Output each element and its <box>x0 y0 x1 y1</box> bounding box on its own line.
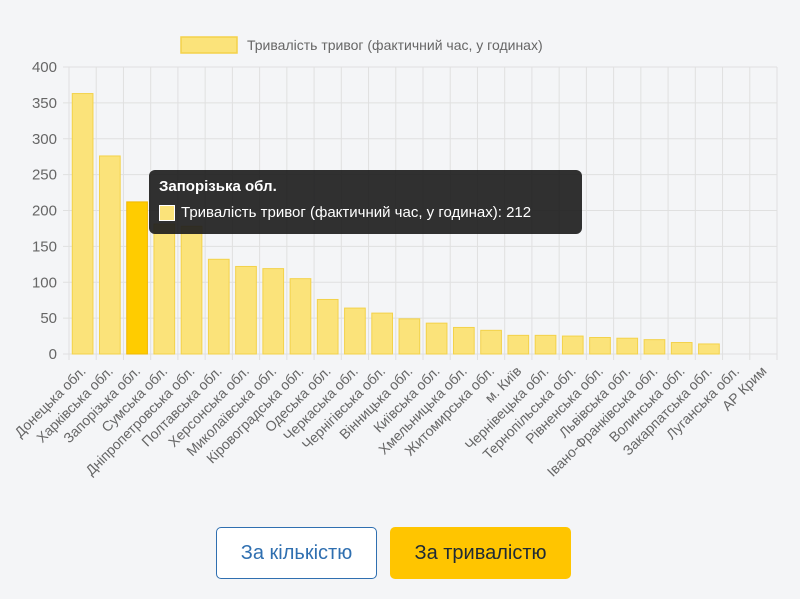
tooltip-swatch <box>159 205 175 221</box>
tooltip-title: Запорізька обл. <box>159 178 277 195</box>
y-tick-label: 300 <box>32 131 57 148</box>
bar[interactable] <box>452 326 475 355</box>
legend-label[interactable]: Тривалість тривог (фактичний час, у годи… <box>247 37 543 53</box>
y-tick-label: 200 <box>32 203 57 220</box>
bar[interactable] <box>698 343 720 355</box>
legend-swatch[interactable] <box>180 36 238 54</box>
y-tick-label: 400 <box>32 59 57 76</box>
tooltip-row: Тривалість тривог (фактичний час, у годи… <box>159 204 572 222</box>
y-tick-label: 250 <box>32 167 57 184</box>
bar[interactable] <box>589 336 611 355</box>
bar[interactable] <box>425 322 448 355</box>
bar[interactable] <box>507 334 530 355</box>
y-tick-label: 150 <box>32 238 57 255</box>
bar[interactable] <box>207 258 230 355</box>
bar[interactable] <box>561 335 584 355</box>
chart-mode-buttons: За кількістю За тривалістю <box>0 527 800 581</box>
y-tick-label: 50 <box>40 310 57 327</box>
bar[interactable] <box>71 93 94 355</box>
bar[interactable] <box>398 318 421 355</box>
bar[interactable] <box>643 339 666 355</box>
chart-tooltip: Запорізька обл. Тривалість тривог (факти… <box>149 170 582 234</box>
y-tick-label: 350 <box>32 95 57 112</box>
bar[interactable] <box>344 307 366 355</box>
bar[interactable] <box>670 342 693 355</box>
bar[interactable] <box>126 201 148 355</box>
y-tick-label: 0 <box>49 346 57 363</box>
by-count-button[interactable]: За кількістю <box>216 527 377 579</box>
bar[interactable] <box>371 312 394 355</box>
alerts-bar-chart: 0 50 100 150 200 250 300 350 400 Донецька обл. Хар… <box>11 36 778 480</box>
bar[interactable] <box>262 268 285 355</box>
bar[interactable] <box>316 298 339 355</box>
tooltip-label: Тривалість тривог (фактичний час, у годи… <box>181 204 532 221</box>
bar[interactable] <box>235 265 257 355</box>
bar[interactable] <box>289 278 312 355</box>
y-tick-label: 100 <box>32 274 57 291</box>
by-duration-button[interactable]: За тривалістю <box>390 527 571 579</box>
bar[interactable] <box>534 334 557 355</box>
bar[interactable] <box>153 223 176 355</box>
bar[interactable] <box>98 155 121 355</box>
bar[interactable] <box>180 225 203 355</box>
bar[interactable] <box>480 329 502 355</box>
bar[interactable] <box>616 337 639 355</box>
